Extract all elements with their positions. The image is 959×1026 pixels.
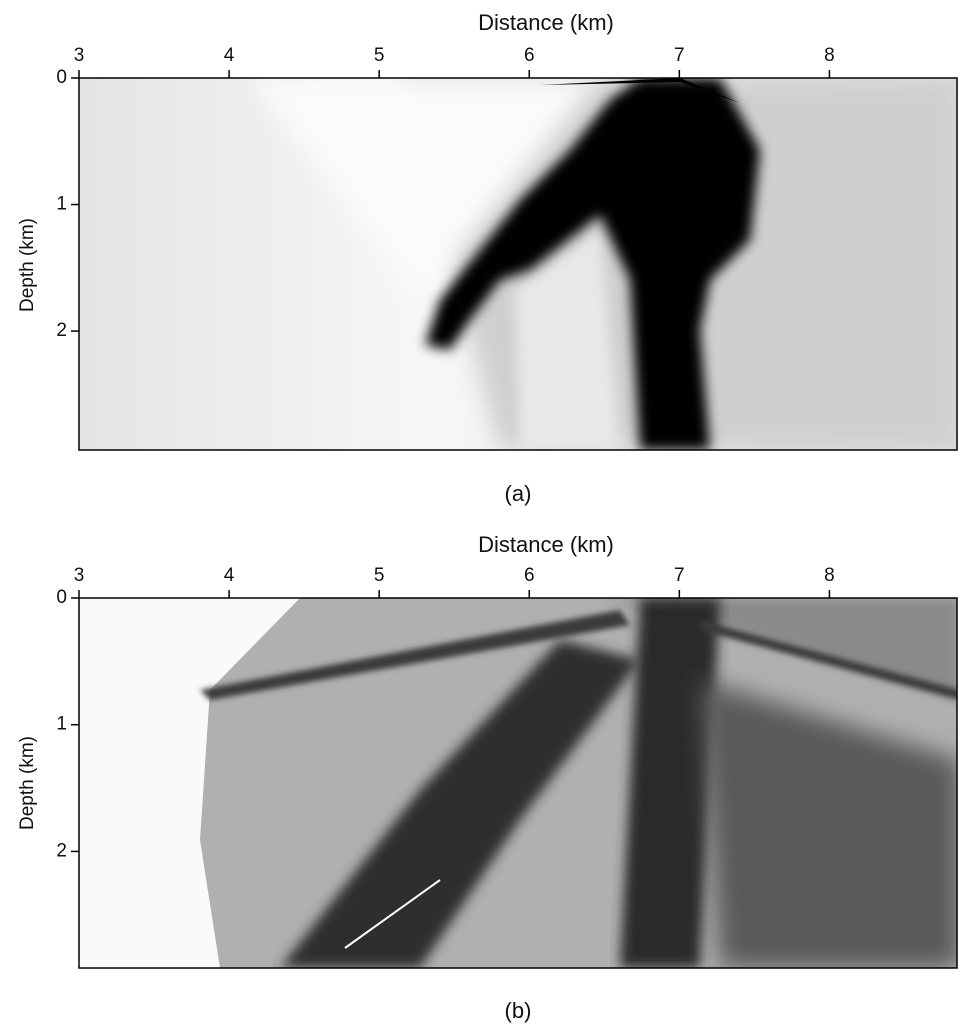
x-tick-label: 7 (674, 565, 685, 586)
x-axis-title: Distance (km) (478, 532, 614, 557)
plot-frame (78, 77, 958, 451)
x-axis-title: Distance (km) (478, 10, 614, 35)
y-tick-label: 1 (56, 714, 67, 735)
caption: (b) (505, 998, 532, 1023)
x-tick-label: 5 (374, 45, 385, 66)
y-axis-title: Depth (km) (17, 736, 38, 830)
x-tick-label: 6 (524, 45, 535, 66)
image-panel-a (79, 78, 957, 450)
y-tick-label: 2 (56, 840, 67, 861)
x-tick-label: 5 (374, 565, 385, 586)
x-tick-label: 3 (74, 565, 85, 586)
x-tick-label: 7 (674, 45, 685, 66)
caption: (a) (505, 481, 532, 506)
y-axis-title: Depth (km) (17, 218, 38, 312)
x-tick-label: 8 (824, 565, 835, 586)
x-tick-label: 4 (224, 45, 235, 66)
image-panel-b (79, 598, 957, 968)
y-tick-label: 1 (56, 194, 67, 215)
y-tick-label: 0 (56, 587, 67, 608)
plot-frame (78, 597, 958, 969)
x-tick-label: 8 (824, 45, 835, 66)
y-tick-label: 2 (56, 320, 67, 341)
x-tick-label: 3 (74, 45, 85, 66)
y-tick-label: 0 (56, 67, 67, 88)
x-tick-label: 6 (524, 565, 535, 586)
x-tick-label: 4 (224, 565, 235, 586)
